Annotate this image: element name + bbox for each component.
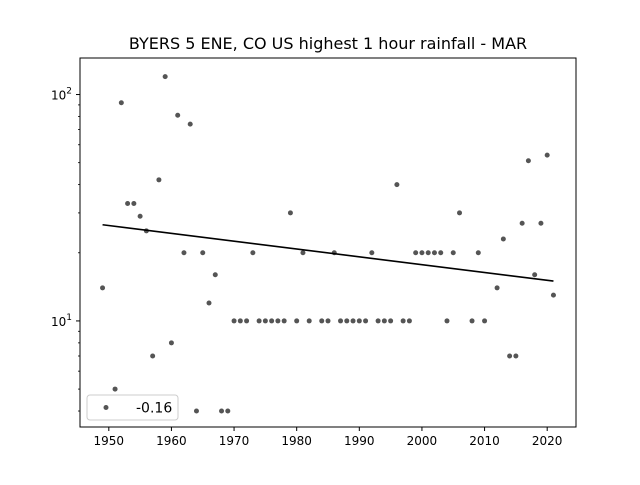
data-point-1985 bbox=[325, 318, 331, 324]
data-point-1992 bbox=[369, 250, 375, 256]
data-point-2000 bbox=[419, 250, 425, 256]
data-point-2015 bbox=[513, 353, 519, 359]
data-point-1989 bbox=[350, 318, 356, 324]
data-point-1957 bbox=[150, 353, 156, 359]
data-point-1999 bbox=[413, 250, 419, 256]
data-point-1953 bbox=[125, 201, 131, 207]
data-point-2012 bbox=[494, 285, 500, 291]
y-tick-label-10: 101 bbox=[51, 313, 72, 329]
data-point-2002 bbox=[431, 250, 437, 256]
data-point-1963 bbox=[187, 121, 193, 127]
data-point-1968 bbox=[219, 408, 225, 414]
data-point-1967 bbox=[212, 272, 218, 278]
data-point-1961 bbox=[175, 112, 181, 118]
data-point-1987 bbox=[338, 318, 344, 324]
x-tick-label-1980: 1980 bbox=[281, 434, 312, 448]
data-point-1994 bbox=[381, 318, 387, 324]
data-point-1990 bbox=[356, 318, 362, 324]
x-tick-label-1970: 1970 bbox=[219, 434, 250, 448]
axes-frame bbox=[79, 57, 577, 428]
data-point-1981 bbox=[300, 250, 306, 256]
data-point-2016 bbox=[519, 220, 525, 226]
data-point-1977 bbox=[275, 318, 281, 324]
x-tick-label-2010: 2010 bbox=[469, 434, 500, 448]
legend-label: -0.16 bbox=[136, 401, 172, 417]
data-point-2004 bbox=[444, 318, 450, 324]
data-point-1991 bbox=[363, 318, 369, 324]
data-point-1954 bbox=[131, 201, 137, 207]
data-point-1995 bbox=[388, 318, 394, 324]
data-point-1980 bbox=[294, 318, 300, 324]
plot-area bbox=[79, 57, 577, 428]
data-point-1976 bbox=[269, 318, 275, 324]
legend-marker bbox=[103, 405, 109, 410]
data-point-1958 bbox=[156, 177, 162, 183]
data-point-1973 bbox=[250, 250, 256, 256]
data-point-1982 bbox=[306, 318, 312, 324]
data-point-1993 bbox=[375, 318, 381, 324]
x-tick-label-2020: 2020 bbox=[532, 434, 563, 448]
data-point-2003 bbox=[438, 250, 444, 256]
x-axis: 1950 1960 1970 1980 1990 2000 2010 2020 bbox=[94, 427, 563, 448]
data-point-2010 bbox=[482, 318, 488, 324]
data-point-2019 bbox=[538, 220, 544, 226]
data-point-1949 bbox=[100, 285, 106, 291]
data-point-2001 bbox=[425, 250, 431, 256]
y-tick-label-100: 102 bbox=[51, 87, 72, 103]
data-point-1996 bbox=[394, 182, 400, 188]
data-point-2013 bbox=[500, 236, 506, 242]
data-point-1969 bbox=[225, 408, 231, 414]
data-point-2014 bbox=[507, 353, 513, 359]
data-point-2008 bbox=[469, 318, 475, 324]
data-point-1979 bbox=[287, 210, 293, 216]
data-point-2018 bbox=[532, 272, 538, 278]
data-point-1984 bbox=[319, 318, 325, 324]
data-point-2020 bbox=[544, 152, 550, 158]
data-point-1960 bbox=[168, 340, 174, 346]
data-point-1955 bbox=[137, 213, 143, 219]
data-point-1959 bbox=[162, 74, 168, 80]
data-point-1965 bbox=[200, 250, 206, 256]
y-axis: 101 102 bbox=[51, 87, 80, 412]
chart-title: BYERS 5 ENE, CO US highest 1 hour rainfa… bbox=[129, 34, 527, 53]
data-point-1975 bbox=[262, 318, 268, 324]
data-point-1970 bbox=[231, 318, 237, 324]
trend-line bbox=[102, 223, 554, 282]
data-point-1978 bbox=[281, 318, 287, 324]
data-point-2021 bbox=[550, 292, 556, 298]
data-point-1988 bbox=[344, 318, 350, 324]
data-point-1951 bbox=[112, 386, 118, 392]
data-point-2005 bbox=[450, 250, 456, 256]
data-point-1964 bbox=[193, 408, 199, 414]
x-tick-label-1990: 1990 bbox=[344, 434, 375, 448]
legend: -0.16 bbox=[86, 394, 179, 421]
data-point-1974 bbox=[256, 318, 262, 324]
data-point-1966 bbox=[206, 300, 212, 306]
x-tick-label-2000: 2000 bbox=[407, 434, 438, 448]
data-point-2017 bbox=[525, 158, 531, 164]
data-point-2006 bbox=[457, 210, 463, 216]
data-point-1997 bbox=[400, 318, 406, 324]
data-point-1952 bbox=[118, 100, 124, 106]
data-point-1962 bbox=[181, 250, 187, 256]
data-point-1972 bbox=[244, 318, 250, 324]
legend-box bbox=[86, 394, 179, 421]
data-point-2009 bbox=[475, 250, 481, 256]
x-tick-label-1950: 1950 bbox=[94, 434, 125, 448]
data-point-1998 bbox=[406, 318, 412, 324]
x-tick-label-1960: 1960 bbox=[156, 434, 187, 448]
data-point-1971 bbox=[237, 318, 243, 324]
